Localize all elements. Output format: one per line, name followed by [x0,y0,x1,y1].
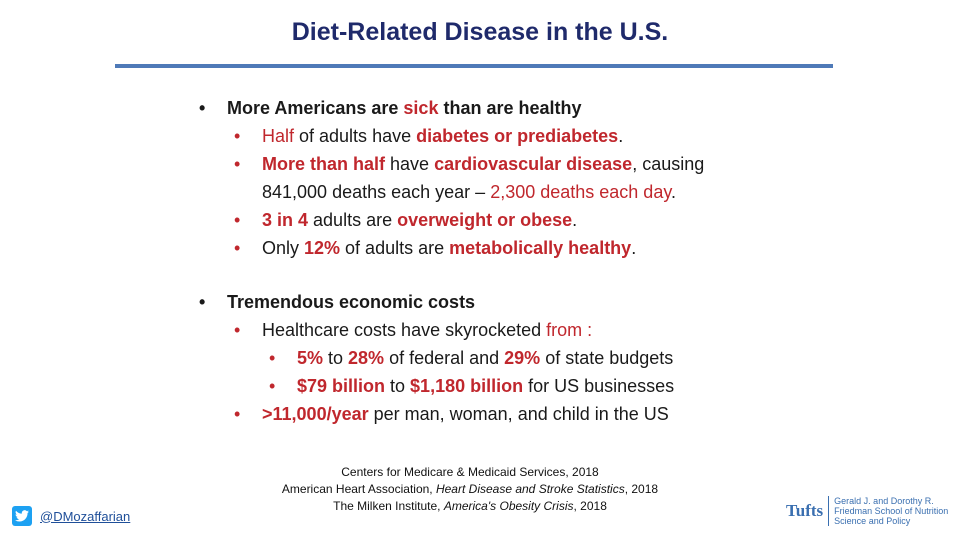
tufts-logo: Tufts Gerald J. and Dorothy R. Friedman … [786,496,954,526]
bullet-healthcare-costs: Healthcare costs have skyrocketed from : [234,316,819,344]
section-gap [199,262,819,288]
reference-cms: Centers for Medicare & Medicaid Services… [341,465,599,479]
bullet-metabolic: Only 12% of adults are metabolically hea… [234,234,819,262]
bullet-businesses: $79 billion to $1,180 billion for US bus… [269,372,819,400]
twitter-link[interactable]: @DMozaffarian [12,506,130,526]
logo-wordmark: Tufts [786,501,824,520]
reference-aha: American Heart Association, Heart Diseas… [281,482,659,496]
logo-school-name: Gerald J. and Dorothy R. Friedman School… [834,496,949,526]
bullet-health-heading: More Americans are sick than are healthy [199,94,819,122]
slide-title: Diet-Related Disease in the U.S. [291,18,669,46]
bullet-per-person: >11,000/year per man, woman, and child i… [234,400,819,428]
bullet-overweight: 3 in 4 adults are overweight or obese. [234,206,819,234]
reference-milken: The Milken Institute, America's Obesity … [333,499,607,513]
bullet-economic-heading: Tremendous economic costs [199,288,819,316]
bullet-budgets: 5% to 28% of federal and 29% of state bu… [269,344,819,372]
bullet-cardiovascular: More than half have cardiovascular disea… [234,150,819,206]
logo-divider [828,496,830,526]
twitter-handle[interactable]: @DMozaffarian [40,508,131,524]
bullet-diabetes: Half of adults have diabetes or prediabe… [234,122,819,150]
title-underline [115,64,833,68]
bullet-content: More Americans are sick than are healthy… [199,94,819,428]
references: Centers for Medicare & Medicaid Services… [250,464,690,515]
twitter-bird-icon [12,506,32,526]
